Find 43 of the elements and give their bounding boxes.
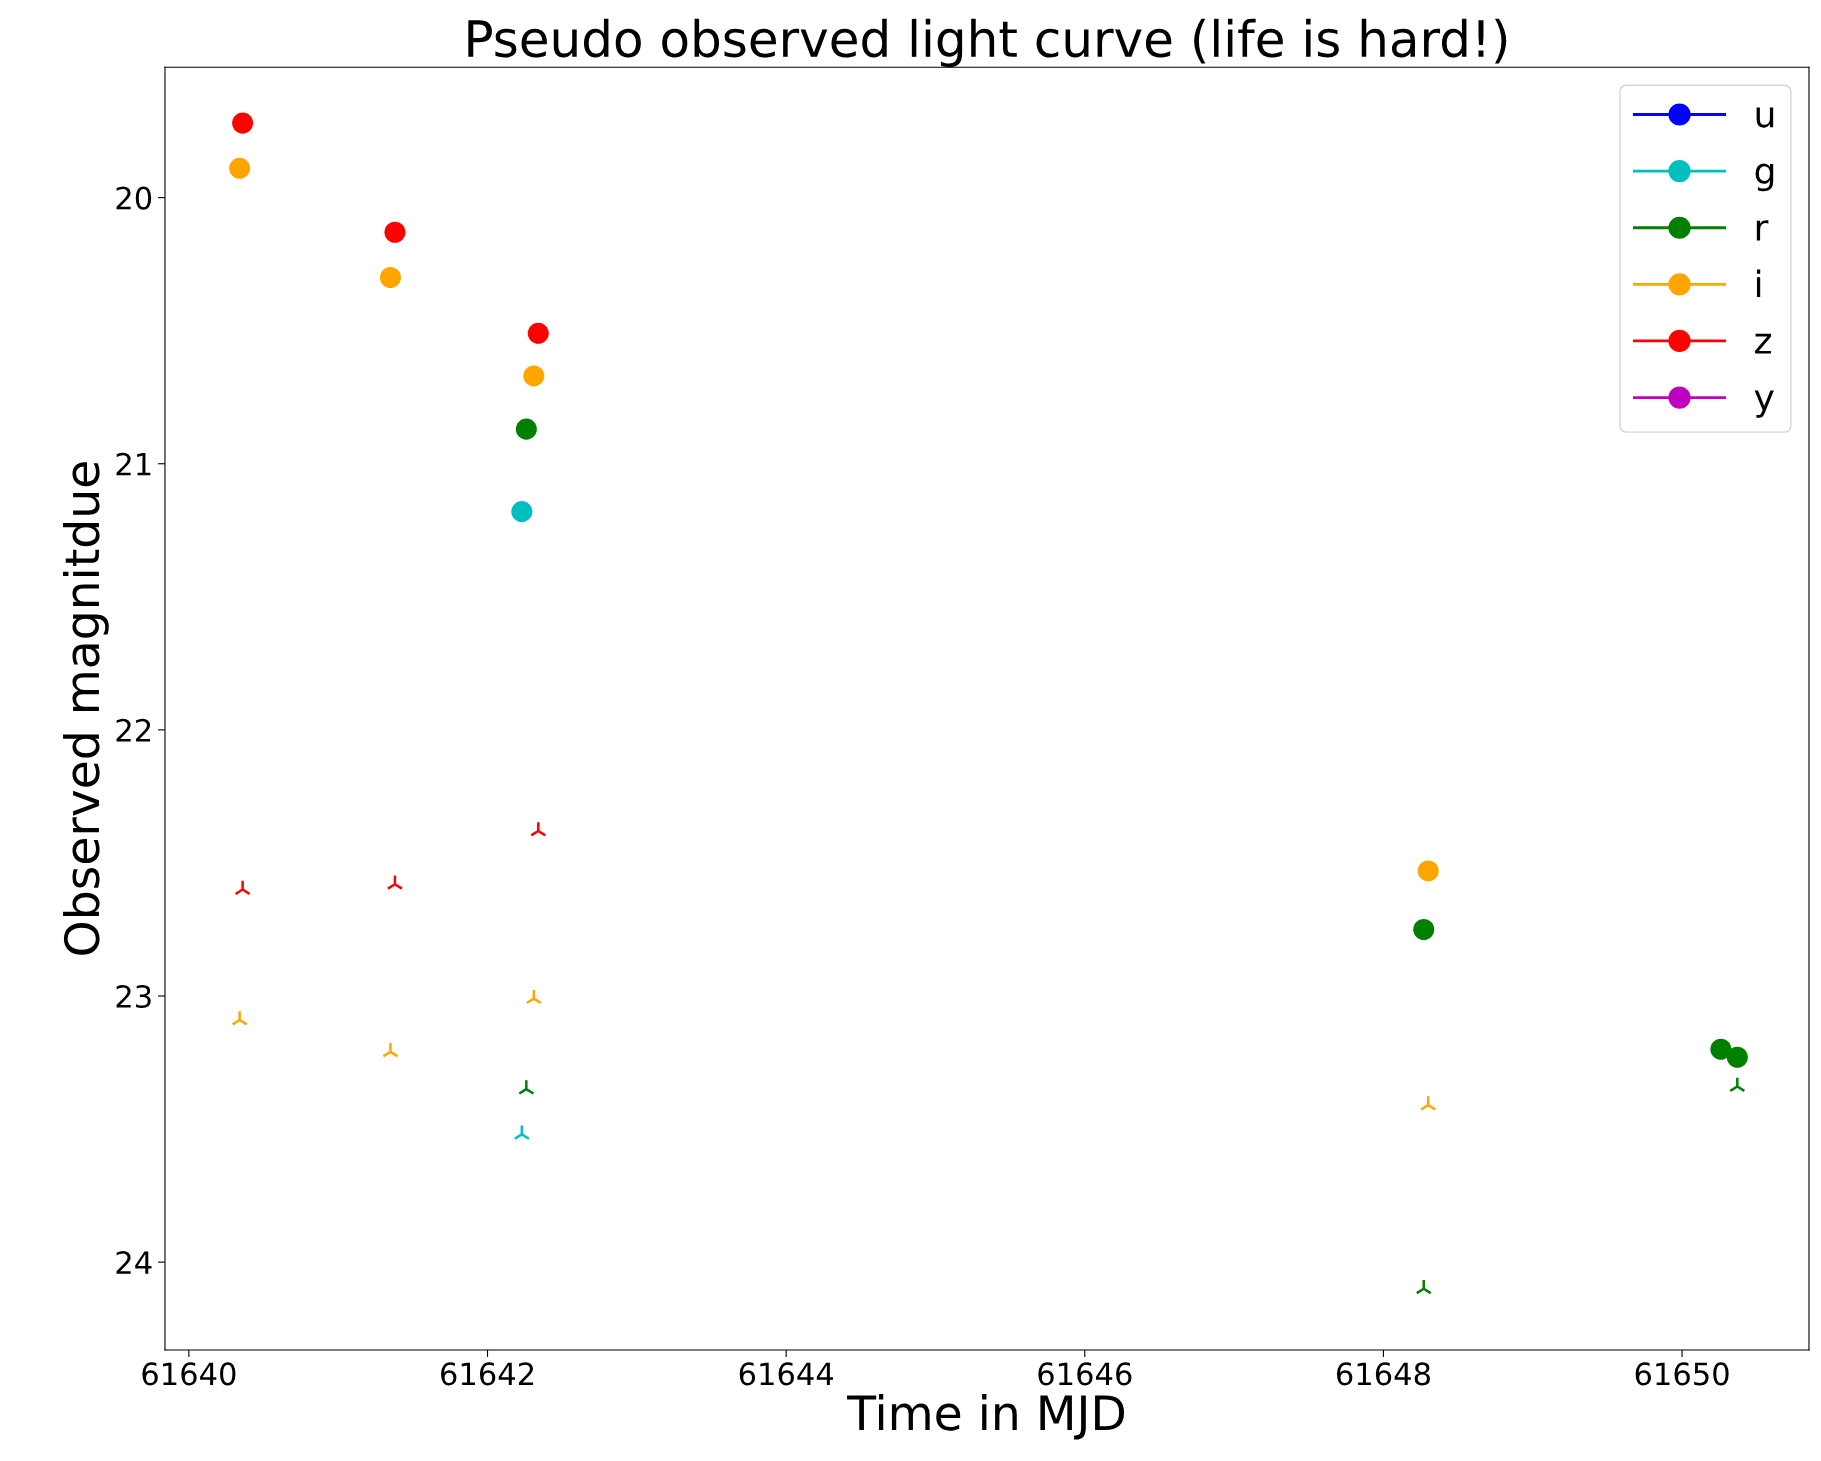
chart-title: Pseudo observed light curve (life is hard!) — [468, 18, 1507, 68]
point — [1726, 1046, 1748, 1068]
y-tick-label: 24 — [116, 1251, 152, 1274]
point — [1417, 860, 1439, 882]
y-tick-label: 20 — [116, 186, 152, 210]
point — [511, 501, 533, 523]
point — [523, 365, 545, 387]
point — [525, 988, 543, 1005]
point — [515, 418, 537, 440]
point — [527, 322, 549, 344]
x-tick-label: 61640 — [142, 1362, 236, 1386]
x-tick-label: 61644 — [739, 1362, 834, 1386]
legend-label: r — [1756, 220, 1769, 241]
point — [229, 157, 251, 179]
y-tick-label: 22 — [116, 718, 151, 742]
x-tick-label: 61642 — [441, 1362, 534, 1386]
legend-label: z — [1755, 333, 1771, 354]
legend-label: i — [1756, 269, 1761, 297]
legend-label: u — [1756, 106, 1774, 128]
x-axis-title: Time in MJD — [847, 1394, 1125, 1440]
y-tick-label: 23 — [116, 984, 151, 1009]
x-tick-label: 61646 — [1038, 1362, 1132, 1386]
point — [384, 221, 406, 243]
point — [379, 266, 401, 288]
y-axis-title: Observed magnitdue — [63, 462, 109, 955]
point — [231, 1009, 248, 1026]
point — [530, 820, 547, 837]
point — [234, 879, 251, 896]
point — [1710, 1038, 1732, 1060]
point — [518, 1079, 535, 1095]
point — [1419, 1095, 1437, 1111]
y-tick-label: 21 — [116, 452, 151, 476]
x-tick-label: 61650 — [1635, 1362, 1729, 1386]
x-tick-label: 61648 — [1336, 1362, 1430, 1386]
point — [382, 1041, 399, 1058]
point — [1729, 1076, 1746, 1093]
legend-label: y — [1754, 390, 1774, 418]
point — [232, 112, 254, 134]
point — [1415, 1278, 1433, 1295]
point — [513, 1124, 531, 1141]
point — [386, 874, 404, 890]
legend-label: g — [1755, 163, 1774, 192]
point — [1413, 918, 1435, 941]
